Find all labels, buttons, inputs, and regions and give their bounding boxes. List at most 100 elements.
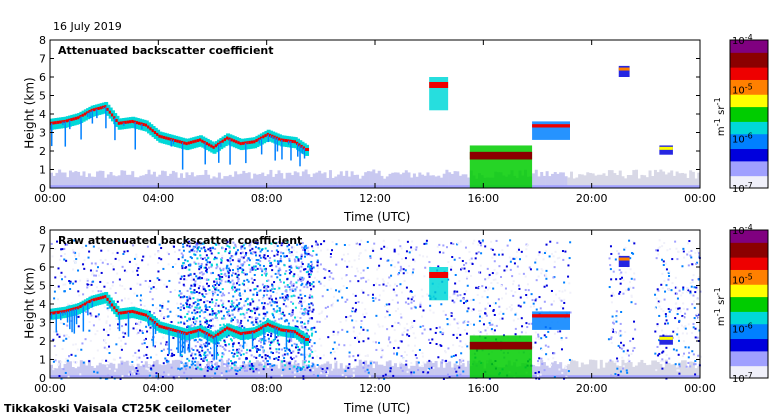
noise-cell xyxy=(288,340,291,343)
cloud-base-cell xyxy=(207,333,212,337)
noise-cell xyxy=(258,299,261,302)
noise-cell xyxy=(630,353,633,356)
noise-cell xyxy=(163,371,166,374)
noise-cell xyxy=(521,325,524,328)
surface-haze-cell xyxy=(653,169,657,188)
surface-haze-cell xyxy=(323,172,327,188)
noise-cell xyxy=(278,348,281,351)
noise-cell xyxy=(288,265,291,268)
noise-cell xyxy=(299,368,302,371)
noise-cell xyxy=(295,266,298,269)
noise-cell xyxy=(255,345,258,348)
noise-cell xyxy=(461,259,464,262)
colorbar-swatch xyxy=(730,306,768,310)
noise-cell xyxy=(346,265,349,268)
noise-cell xyxy=(563,377,566,380)
surface-haze-cell xyxy=(339,363,343,378)
noise-cell xyxy=(213,280,216,283)
cloud-base-cell xyxy=(237,331,242,335)
colorbar-swatch xyxy=(730,79,768,83)
noise-cell xyxy=(687,250,690,253)
noise-cell xyxy=(316,320,319,323)
noise-cell xyxy=(196,366,199,369)
noise-cell xyxy=(407,344,410,347)
noise-cell xyxy=(466,310,469,313)
noise-cell xyxy=(240,263,243,266)
noise-cell xyxy=(190,363,193,366)
noise-cell xyxy=(256,306,259,309)
noise-cell xyxy=(391,259,394,262)
noise-cell xyxy=(352,308,355,311)
y-tick-label: 7 xyxy=(39,243,46,256)
noise-cell xyxy=(179,277,182,280)
noise-cell xyxy=(323,240,326,243)
noise-cell xyxy=(201,273,204,276)
noise-cell xyxy=(286,284,289,287)
noise-cell xyxy=(279,274,282,277)
noise-cell xyxy=(120,339,123,342)
noise-cell xyxy=(262,368,265,371)
colorbar-swatch xyxy=(730,316,768,320)
surface-haze-cell xyxy=(85,365,89,378)
noise-cell xyxy=(96,349,99,352)
colorbar-swatch xyxy=(730,114,768,117)
noise-cell xyxy=(543,285,546,288)
noise-cell xyxy=(447,373,450,376)
noise-cell xyxy=(257,307,260,310)
noise-cell xyxy=(205,322,208,325)
surface-haze-cell xyxy=(331,177,335,188)
noise-cell xyxy=(307,310,310,313)
noise-cell xyxy=(222,323,225,326)
noise-cell xyxy=(178,281,181,284)
noise-cell xyxy=(552,357,555,360)
noise-cell xyxy=(672,348,675,351)
noise-cell xyxy=(199,363,202,366)
noise-cell xyxy=(405,363,408,366)
noise-cell xyxy=(303,361,306,364)
surface-haze-cell xyxy=(567,177,571,188)
noise-cell xyxy=(212,284,215,287)
surface-haze-cell xyxy=(55,368,59,378)
noise-cell xyxy=(619,272,622,275)
precip-streak xyxy=(285,330,288,348)
noise-cell xyxy=(139,283,142,286)
noise-cell xyxy=(273,254,276,257)
noise-cell xyxy=(419,325,422,328)
noise-cell xyxy=(145,308,148,311)
colorbar-swatch xyxy=(730,86,768,90)
noise-cell xyxy=(343,243,346,246)
noise-cell xyxy=(218,359,221,362)
noise-cell xyxy=(221,345,224,348)
noise-cell xyxy=(238,348,241,351)
noise-cell xyxy=(357,301,360,304)
noise-cell xyxy=(414,336,417,339)
noise-cell xyxy=(319,282,322,285)
panel2-colorbar-units: m-1 sr-1 xyxy=(711,287,728,327)
noise-cell xyxy=(657,247,660,250)
noise-cell xyxy=(447,273,450,276)
noise-cell xyxy=(61,321,64,324)
noise-cell xyxy=(97,313,100,316)
noise-cell xyxy=(189,242,192,245)
noise-cell xyxy=(211,354,214,357)
noise-cell xyxy=(283,353,286,356)
noise-cell xyxy=(500,276,503,279)
noise-cell xyxy=(230,352,233,355)
noise-cell xyxy=(160,247,163,250)
y-tick-label: 3 xyxy=(39,317,46,330)
cloud-base-cell xyxy=(99,296,104,300)
noise-cell xyxy=(200,271,203,274)
noise-cell xyxy=(278,351,281,354)
surface-haze-cell xyxy=(158,364,162,378)
noise-cell xyxy=(148,364,151,367)
noise-cell xyxy=(260,339,263,342)
noise-cell xyxy=(355,320,358,323)
surface-haze-cell xyxy=(442,367,446,378)
surface-haze-cell xyxy=(274,364,278,378)
noise-cell xyxy=(177,321,180,324)
noise-cell xyxy=(136,294,139,297)
noise-cell xyxy=(148,328,151,331)
surface-haze-cell xyxy=(361,175,365,188)
noise-cell xyxy=(262,305,265,308)
noise-cell xyxy=(467,320,470,323)
